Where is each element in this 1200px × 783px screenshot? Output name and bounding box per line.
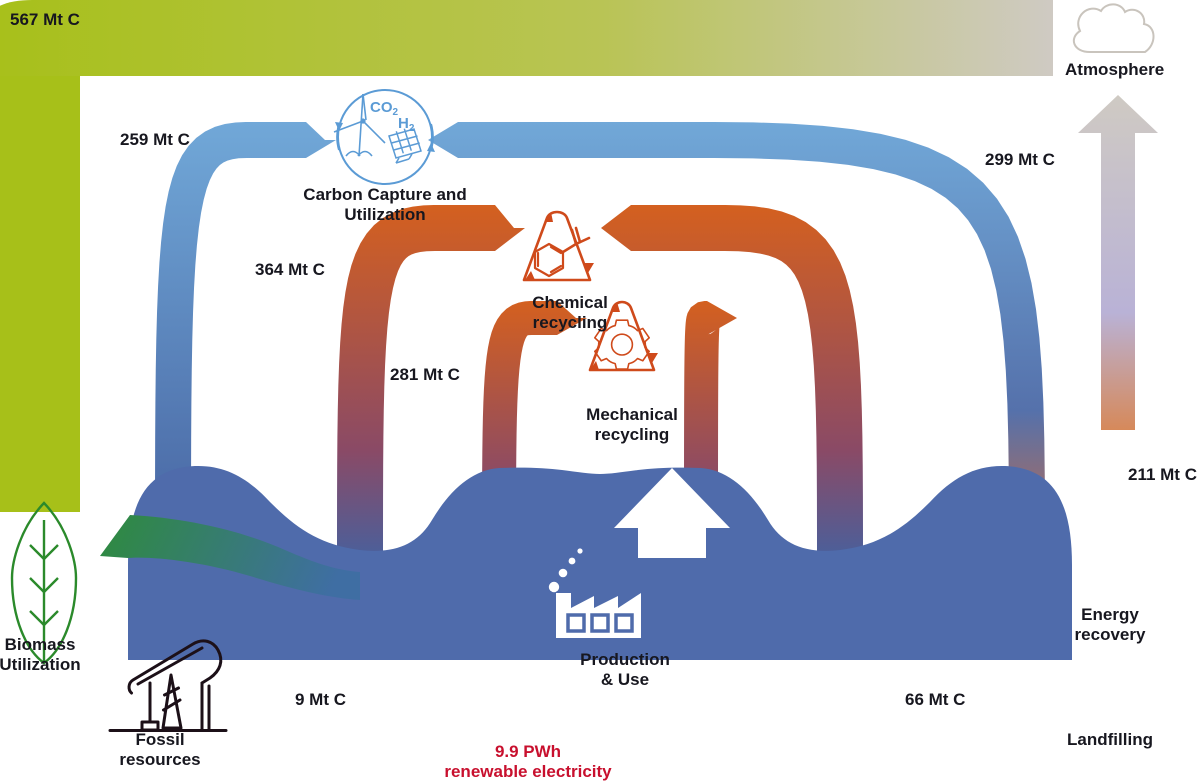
svg-text:CO2: CO2 [370,99,399,118]
svg-text:H2: H2 [398,115,415,134]
